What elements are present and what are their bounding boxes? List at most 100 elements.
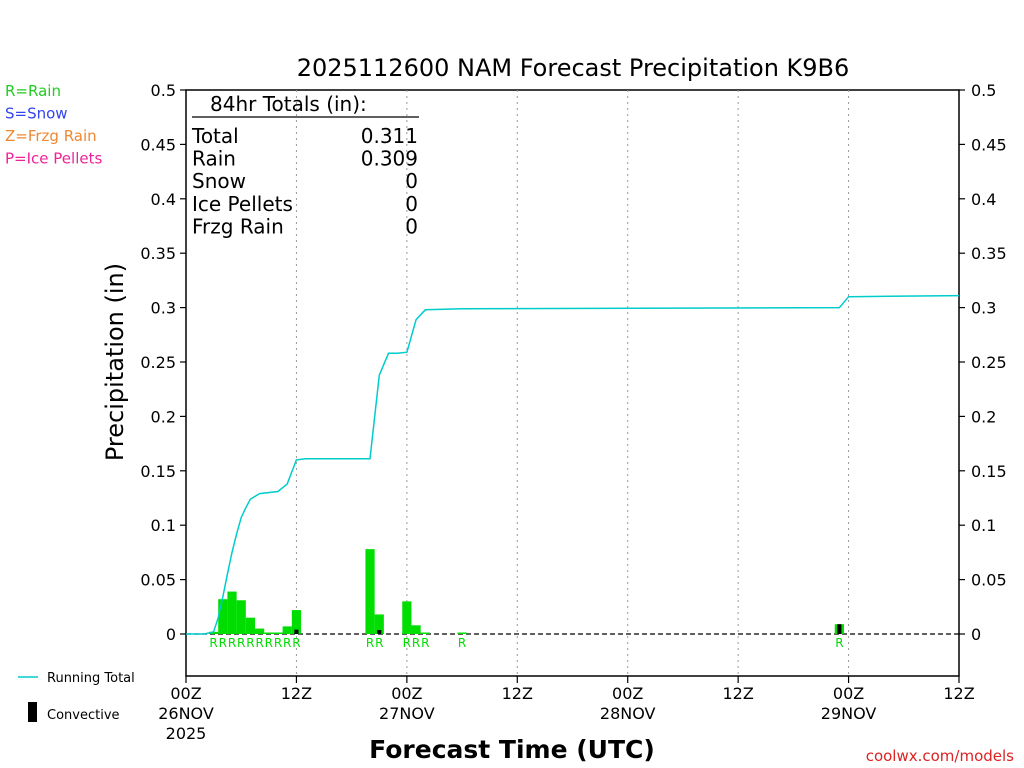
y-tick-label-right: 0.1 [971,516,996,535]
ptype-label: R [375,636,383,650]
y-tick-label-left: 0 [166,625,176,644]
y-tick-label-right: 0.4 [971,190,996,209]
precip-type-legend-item: P=Ice Pellets [5,150,102,168]
y-tick-label-left: 0.1 [151,516,176,535]
totals-row-label: Frzg Rain [192,214,284,238]
y-tick-label-left: 0.35 [140,244,176,263]
ptype-label: R [219,636,227,650]
ptype-label: R [412,636,420,650]
totals-row-value: 0 [405,214,418,238]
rain-bar [218,599,228,634]
x-tick-label: 00Z [170,684,201,703]
rain-bar [291,610,302,634]
ptype-label: R [421,636,429,650]
totals-row-label: Ice Pellets [192,192,293,216]
rain-bar [209,631,219,634]
running-total-legend-label: Running Total [47,671,135,686]
totals-box: 84hr Totals (in): Total 0.311 Rain 0.309 Sno… [191,92,419,238]
y-tick-label-right: 0.15 [971,462,1007,481]
y-tick-label-left: 0.4 [151,190,176,209]
series-legend: Running Total Convective [18,671,135,723]
y-tick-label-right: 0.2 [971,407,996,426]
convective-bar [377,630,382,634]
plot-frame [185,89,960,677]
y-tick-label-right: 0.45 [971,135,1007,154]
y-tick-label-right: 0 [971,625,981,644]
y-tick-label-right: 0.05 [971,571,1007,590]
totals-header: 84hr Totals (in): [210,92,367,116]
ptype-label: R [265,636,273,650]
y-tick-label-right: 0.3 [971,299,996,318]
x-tick-date: 28NOV [600,704,656,723]
y-tick-label-left: 0.45 [140,135,176,154]
ptype-label: R [255,636,263,650]
x-tick-label: 00Z [833,684,864,703]
rain-bar [264,632,274,634]
rain-bar [457,632,467,634]
x-tick-label: 00Z [391,684,422,703]
x-tick-label: 12Z [722,684,753,703]
totals-row-value: 0.311 [361,124,418,148]
rain-bar [420,632,430,634]
ptype-label: R [246,636,254,650]
rain-bar [273,632,283,634]
precip-type-legend-item: R=Rain [5,82,61,100]
y-tick-label-right: 0.35 [971,244,1007,263]
x-tick-label: 00Z [612,684,643,703]
rain-bar [236,600,246,634]
x-tick-date: 27NOV [379,704,435,723]
convective-bar [294,629,299,634]
y-tick-label-left: 0.05 [140,571,176,590]
y-axis-right: 0 0.05 0.1 0.15 0.2 0.25 0.3 0.35 0.4 0.45 0.5 [959,81,1007,644]
ptype-label: R [366,636,374,650]
rain-bar [402,601,412,634]
rain-bar [365,549,375,634]
x-tick-label: 12Z [943,684,974,703]
rain-bar [411,625,421,634]
convective-legend-swatch [28,702,37,722]
y-axis-left: 0 0.05 0.1 0.15 0.2 0.25 0.3 0.35 0.4 0.45 0.5 [140,81,186,644]
y-tick-label-right: 0.5 [971,81,996,100]
totals-row-label: Snow [192,169,246,193]
running-total-series [186,294,960,635]
rain-bar [282,626,292,634]
precip-type-legend-item: Z=Frzg Rain [5,127,97,145]
precip-type-legend-item: S=Snow [5,105,68,123]
convective-bar [837,624,842,634]
y-tick-label-right: 0.25 [971,353,1007,372]
ptype-label: R [835,636,843,650]
totals-row-label: Total [191,124,239,148]
precip-type-legend: R=Rain S=Snow Z=Frzg Rain P=Ice Pellets [5,82,102,168]
vertical-gridlines [295,90,850,676]
ptype-label: R [209,636,217,650]
chart-title: 2025112600 NAM Forecast Precipitation K9… [297,54,850,82]
x-tick-date: 29NOV [821,704,877,723]
running-total-line [186,294,960,635]
x-tick-date: 26NOV [158,704,214,723]
totals-row-value: 0.309 [361,147,418,171]
ptype-label: R [292,636,300,650]
rain-bar [255,628,265,634]
y-tick-label-left: 0.25 [140,353,176,372]
credit-text: coolwx.com/models [866,747,1014,765]
ptype-label: R [274,636,282,650]
totals-row-label: Rain [192,147,236,171]
x-tick-label: 12Z [281,684,312,703]
ptype-label: R [458,636,466,650]
y-axis-title: Precipitation (in) [101,263,129,461]
rain-bar [245,617,256,634]
y-tick-label-left: 0.3 [151,299,176,318]
y-tick-label-left: 0.5 [151,81,176,100]
totals-rows: Total 0.311 Rain 0.309 Snow 0 Ice Pellets 0 Frzg… [191,124,418,238]
convective-legend-label: Convective [47,708,120,723]
rain-bar [374,614,384,634]
ptype-label: R [228,636,236,650]
convective-bars [294,624,842,634]
totals-row-value: 0 [405,192,418,216]
ptype-label: R [283,636,291,650]
y-tick-label-left: 0.15 [140,462,176,481]
x-tick-year: 2025 [166,724,207,743]
y-tick-label-left: 0.2 [151,407,176,426]
